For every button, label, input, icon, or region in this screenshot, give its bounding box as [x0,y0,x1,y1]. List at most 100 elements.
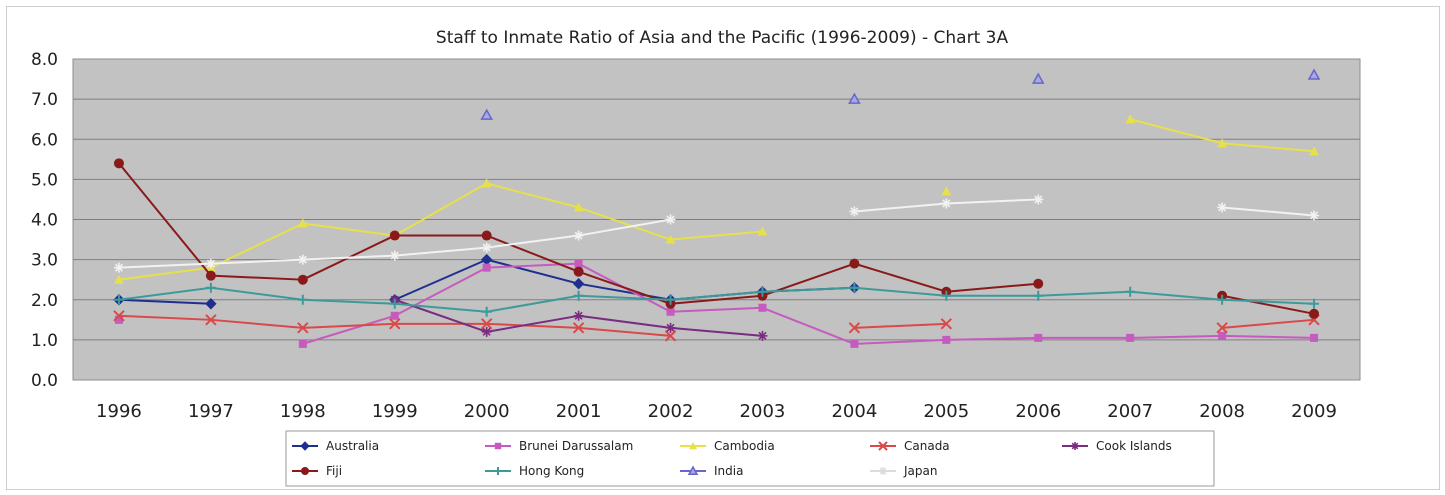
y-tick-label: 5.0 [31,170,58,190]
legend-item-india: India [680,464,743,478]
x-tick-label: 2007 [1107,401,1153,422]
series-line-brunei-darussalam [946,336,1039,341]
series-line-canada [118,314,211,321]
point-hong-kong [205,282,216,293]
legend-swatch-marker [301,467,309,475]
point-canada [113,310,125,322]
point-cambodia [113,274,124,284]
series-line-brunei-darussalam [1222,334,1315,339]
chart-title: Staff to Inmate Ratio of Asia and the Pa… [436,28,1009,48]
x-tick-label: 2006 [1015,401,1061,422]
series-line-japan [486,234,579,249]
legend-item-fiji: Fiji [292,464,342,478]
x-tick-label: 2004 [831,401,877,422]
point-hong-kong [757,286,768,297]
series-line-brunei-darussalam [854,338,947,345]
legend-label: Australia [326,439,379,453]
series-line-australia [486,258,579,285]
point-japan [297,254,308,265]
series-line-cambodia [1222,142,1315,153]
series-line-canada [210,318,303,329]
point-japan [481,242,492,253]
series-line-fiji [486,234,579,273]
legend-item-hong-kong: Hong Kong [485,464,584,478]
point-brunei-darussalam [482,263,491,272]
point-fiji [1309,308,1320,319]
point-fiji [389,230,400,241]
series-line-brunei-darussalam [1130,334,1223,339]
series-line-cambodia [1129,118,1223,145]
legend-label: Cook Islands [1096,439,1172,453]
legend-swatch-marker [687,465,699,475]
series-line-australia [578,282,671,301]
point-brunei-darussalam [1310,333,1319,342]
y-tick-label: 2.0 [31,291,58,311]
point-brunei-darussalam [114,315,123,324]
series-line-hong-kong [578,294,671,301]
point-canada [572,322,585,334]
point-india [1031,72,1045,84]
point-fiji [849,258,860,269]
point-hong-kong [573,290,584,301]
point-canada [480,318,493,330]
point-fiji [573,266,584,277]
series-line-cambodia [486,182,579,209]
series-line-australia [394,258,488,301]
y-tick-label: 7.0 [31,90,58,110]
series-canada [113,310,1320,342]
point-cook-islands [757,330,768,341]
x-tick-label: 1998 [280,401,326,422]
point-cambodia [1217,138,1228,148]
point-fiji [205,270,216,281]
series-line-cook-islands [670,326,763,337]
point-brunei-darussalam [666,307,675,316]
point-hong-kong [1125,286,1136,297]
point-japan [205,258,216,269]
series-line-cambodia [578,206,671,241]
series-line-japan [302,254,395,261]
series-line-australia [118,298,211,305]
series-line-fiji [946,282,1039,293]
series-line-japan [210,258,303,265]
series-line-hong-kong [670,290,763,301]
series-line-japan [854,202,947,213]
series-line-japan [578,218,671,237]
point-hong-kong [849,282,860,293]
x-tick-label: 2000 [464,401,510,422]
series-line-hong-kong [1130,290,1223,301]
y-tick-label: 6.0 [31,130,58,150]
series-line-hong-kong [486,294,579,313]
series-line-hong-kong [210,286,303,301]
legend-label: Canada [904,439,950,453]
series-line-japan [118,262,211,269]
legend-item-australia: Australia [292,439,379,453]
series-line-cook-islands [486,314,579,333]
series-line-fiji [118,162,212,277]
legend-label: Cambodia [714,439,775,453]
point-fiji [1033,278,1044,289]
point-hong-kong [113,294,124,305]
point-japan [1033,194,1044,205]
x-tick-label: 2005 [923,401,969,422]
legend-label: Japan [903,464,937,478]
series-line-fiji [210,274,303,281]
legend-label: Hong Kong [519,464,584,478]
series-brunei-darussalam [114,259,1319,348]
legend-label: Fiji [326,464,342,478]
x-tick-label: 2009 [1291,401,1337,422]
point-brunei-darussalam [1034,333,1043,342]
point-cambodia [757,226,768,236]
point-cambodia [573,202,584,212]
point-hong-kong [297,294,308,305]
point-cambodia [941,186,952,196]
series-line-fiji [1221,294,1315,315]
series-india [480,68,1321,120]
series-layer [113,68,1321,348]
series-line-japan [1222,206,1315,217]
series-line-canada [486,322,579,329]
point-hong-kong [389,298,400,309]
point-japan [1309,210,1320,221]
x-tick-label: 1999 [372,401,418,422]
point-canada [297,322,309,334]
